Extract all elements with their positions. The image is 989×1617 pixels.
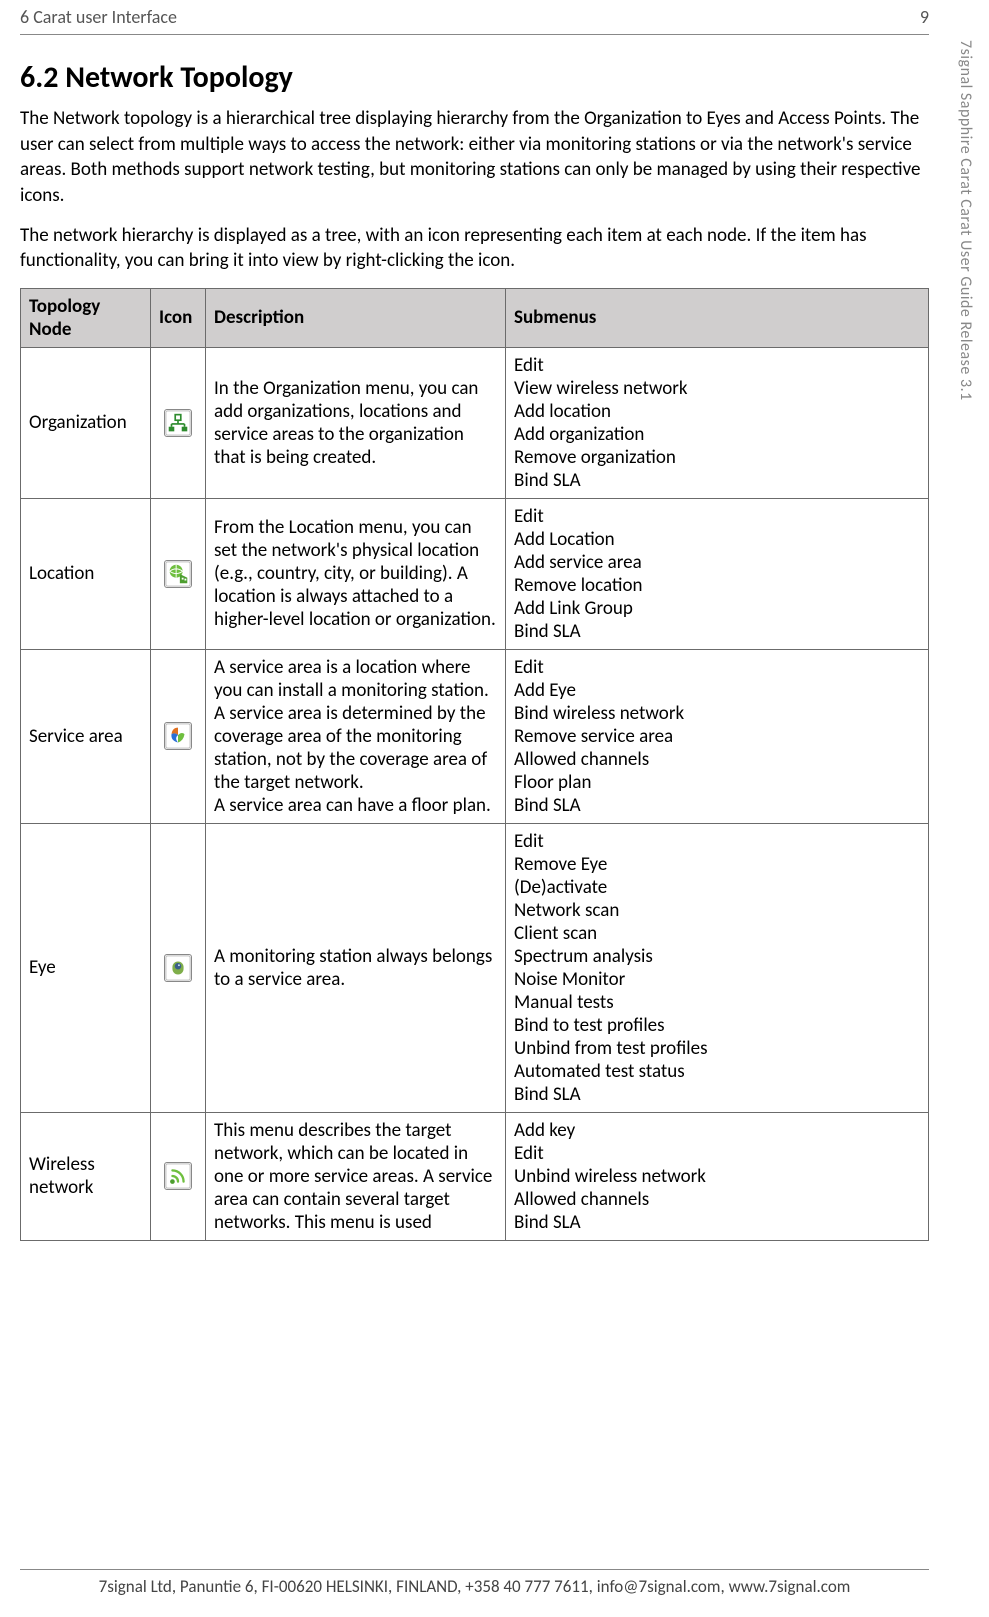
table-row: Eye A monitoring station always belongs … xyxy=(21,823,929,1112)
intro-paragraph-2: The network hierarchy is displayed as a … xyxy=(20,223,929,274)
organization-icon xyxy=(164,409,192,437)
submenu-item: Unbind from test profiles xyxy=(514,1037,920,1060)
submenus-cell: EditAdd EyeBind wireless networkRemove s… xyxy=(506,649,929,823)
submenu-item: Spectrum analysis xyxy=(514,945,920,968)
submenu-item: Network scan xyxy=(514,899,920,922)
submenu-item: Edit xyxy=(514,1142,920,1165)
submenu-item: Add key xyxy=(514,1119,920,1142)
table-row: Location From the Location menu, you can… xyxy=(21,498,929,649)
page-footer: 7signal Ltd, Panuntie 6, FI-00620 HELSIN… xyxy=(20,1569,929,1597)
submenu-item: Add service area xyxy=(514,551,920,574)
submenu-item: Add Location xyxy=(514,528,920,551)
col-header-node: Topology Node xyxy=(21,288,151,347)
table-row: Wireless network This menu describes the… xyxy=(21,1112,929,1240)
submenu-item: Add Eye xyxy=(514,679,920,702)
submenu-item: Edit xyxy=(514,505,920,528)
table-header-row: Topology Node Icon Description Submenus xyxy=(21,288,929,347)
service-area-icon xyxy=(164,722,192,750)
submenu-item: Noise Monitor xyxy=(514,968,920,991)
submenus-cell: EditAdd LocationAdd service areaRemove l… xyxy=(506,498,929,649)
submenu-item: Bind wireless network xyxy=(514,702,920,725)
submenu-item: Bind SLA xyxy=(514,469,920,492)
icon-cell xyxy=(151,823,206,1112)
table-row: Organization In the Organization menu, y… xyxy=(21,347,929,498)
submenus-cell: Add keyEditUnbind wireless networkAllowe… xyxy=(506,1112,929,1240)
submenu-item: (De)activate xyxy=(514,876,920,899)
description-cell: A monitoring station always belongs to a… xyxy=(206,823,506,1112)
description-cell: From the Location menu, you can set the … xyxy=(206,498,506,649)
submenu-item: Add organization xyxy=(514,423,920,446)
side-doc-title: 7signal Sapphire Carat Carat User Guide … xyxy=(956,40,975,401)
submenu-item: Edit xyxy=(514,656,920,679)
section-title: 6.2 Network Topology xyxy=(20,59,929,96)
submenu-item: Bind SLA xyxy=(514,1083,920,1106)
node-cell: Eye xyxy=(21,823,151,1112)
node-cell: Location xyxy=(21,498,151,649)
submenu-item: Bind to test profiles xyxy=(514,1014,920,1037)
submenu-item: Client scan xyxy=(514,922,920,945)
node-cell: Service area xyxy=(21,649,151,823)
submenu-item: Add Link Group xyxy=(514,597,920,620)
submenu-item: Remove location xyxy=(514,574,920,597)
submenu-item: Remove organization xyxy=(514,446,920,469)
location-icon xyxy=(164,560,192,588)
footer-rule xyxy=(20,1569,929,1570)
document-page: 6 Carat user Interface 9 7signal Sapphir… xyxy=(0,0,989,1617)
submenu-item: Edit xyxy=(514,830,920,853)
description-cell: A service area is a location where you c… xyxy=(206,649,506,823)
header-rule xyxy=(20,34,929,35)
submenu-item: Automated test status xyxy=(514,1060,920,1083)
submenu-item: Unbind wireless network xyxy=(514,1165,920,1188)
node-cell: Organization xyxy=(21,347,151,498)
submenus-cell: EditRemove Eye(De)activateNetwork scanCl… xyxy=(506,823,929,1112)
table-row: Service area A service area is a locatio… xyxy=(21,649,929,823)
submenu-item: Bind SLA xyxy=(514,794,920,817)
col-header-description: Description xyxy=(206,288,506,347)
icon-cell xyxy=(151,347,206,498)
intro-paragraph-1: The Network topology is a hierarchical t… xyxy=(20,106,929,209)
submenu-item: Allowed channels xyxy=(514,1188,920,1211)
col-header-icon: Icon xyxy=(151,288,206,347)
col-header-submenus: Submenus xyxy=(506,288,929,347)
wireless-network-icon xyxy=(164,1162,192,1190)
submenu-item: Edit xyxy=(514,354,920,377)
description-cell: This menu describes the target network, … xyxy=(206,1112,506,1240)
footer-text: 7signal Ltd, Panuntie 6, FI-00620 HELSIN… xyxy=(20,1576,929,1597)
submenu-item: View wireless network xyxy=(514,377,920,400)
submenu-item: Manual tests xyxy=(514,991,920,1014)
eye-icon xyxy=(164,954,192,982)
chapter-label: 6 Carat user Interface xyxy=(20,6,177,28)
submenus-cell: EditView wireless networkAdd locationAdd… xyxy=(506,347,929,498)
icon-cell xyxy=(151,1112,206,1240)
topology-table: Topology Node Icon Description Submenus … xyxy=(20,288,929,1241)
icon-cell xyxy=(151,649,206,823)
submenu-item: Floor plan xyxy=(514,771,920,794)
submenu-item: Remove Eye xyxy=(514,853,920,876)
node-cell: Wireless network xyxy=(21,1112,151,1240)
submenu-item: Bind SLA xyxy=(514,620,920,643)
page-number: 9 xyxy=(920,6,929,28)
icon-cell xyxy=(151,498,206,649)
submenu-item: Add location xyxy=(514,400,920,423)
description-cell: In the Organization menu, you can add or… xyxy=(206,347,506,498)
submenu-item: Bind SLA xyxy=(514,1211,920,1234)
page-header: 6 Carat user Interface 9 xyxy=(20,0,929,32)
submenu-item: Remove service area xyxy=(514,725,920,748)
submenu-item: Allowed channels xyxy=(514,748,920,771)
